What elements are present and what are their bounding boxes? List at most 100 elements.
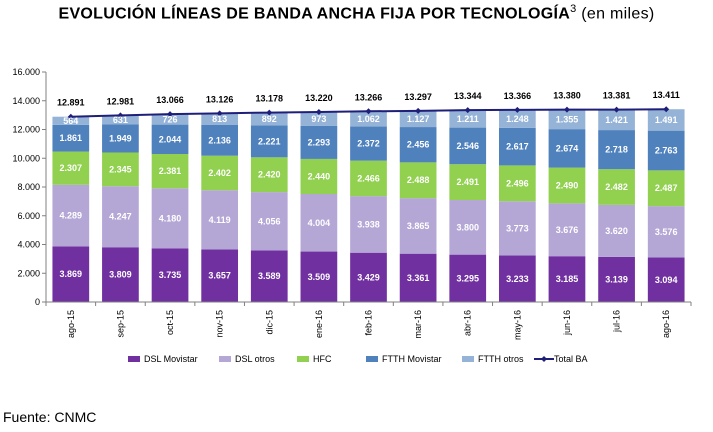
segment-label: 4.289 [60,211,83,221]
segment-label: 3.809 [109,270,132,280]
total-label: 13.297 [404,92,432,102]
bar-segment [102,247,139,302]
total-point [464,107,471,114]
bar-segment [350,111,387,127]
segment-label: 3.735 [159,270,182,280]
total-label: 13.126 [206,94,234,104]
segment-label: 3.576 [655,227,678,237]
segment-label: 2.496 [506,178,529,188]
legend: DSL Movistar DSL otros HFC FTTH Movistar FTT… [128,354,588,364]
segment-label: 3.773 [506,223,529,233]
segment-label: 3.676 [556,225,579,235]
bar-segment [151,114,189,125]
labels-layer: 3.869 4.289 2.307 1.861 564 3.809 4.247 2.345 1.… [57,90,680,285]
segment-label: 2.307 [60,163,83,173]
legend-label: FTTH Movistar [382,354,442,364]
segment-label: 1.949 [109,133,132,143]
legend-label: Total BA [554,354,588,364]
y-tick-label: 4.000 [17,240,40,250]
bar-segment [598,109,635,131]
segment-label: 2.617 [506,142,529,152]
bar-segment [498,201,536,256]
bar-segment [598,256,635,302]
bar-segment [250,125,288,158]
chart-title: EVOLUCIÓN LÍNEAS DE BANDA ANCHA FIJA POR… [0,3,713,23]
bar-segment [102,124,139,153]
total-label: 13.220 [305,93,333,103]
bar-segment [300,194,338,252]
segment-label: 813 [212,114,227,124]
bar-segment [399,127,437,163]
bar-segment [449,200,487,255]
bar-segment [52,124,90,152]
bar-segment [647,109,685,131]
total-point [563,106,570,113]
bar-segment [399,253,437,302]
segment-label: 2.440 [308,171,331,181]
x-tick-label: abr-16 [463,310,473,336]
bar-segment [399,162,437,199]
bar-segment [449,164,487,201]
legend-line-marker [541,356,547,362]
bar-segment [498,165,536,202]
segment-label: 631 [113,115,128,125]
y-tick-label: 0 [35,297,40,307]
x-tick-label: feb-16 [364,310,374,336]
bar-segment [300,125,338,159]
legend-label: DSL otros [235,354,275,364]
total-point [67,113,74,120]
total-point [167,111,174,118]
segment-label: 2.546 [456,141,479,151]
bar-segment [52,151,90,185]
segment-label: 2.674 [556,143,579,153]
bar-segment [548,129,586,168]
bar-segment [52,116,90,125]
total-point [613,106,620,113]
y-tick-label: 6.000 [17,211,40,221]
x-tick-label: jun-16 [562,310,572,336]
segment-label: 2.763 [655,146,678,156]
segment-label: 2.402 [208,168,231,178]
bar-segment [647,170,685,207]
legend-swatch [297,356,309,362]
segment-label: 4.119 [209,215,231,225]
total-label: 13.178 [256,94,284,104]
x-tick-label: sep-15 [115,310,125,338]
bar-segment [548,109,586,130]
segment-label: 3.865 [407,221,430,231]
total-label: 12.891 [57,98,85,108]
bar-segment [250,112,288,126]
y-tick-label: 8.000 [17,182,40,192]
total-point [663,106,670,113]
segment-label: 2.345 [109,164,132,174]
bar-segment [102,152,139,187]
segment-label: 3.509 [308,272,331,282]
segment-label: 2.293 [308,137,331,147]
bar-segment [201,155,239,191]
x-tick-label: ago-16 [661,310,671,338]
bar-segment [598,204,635,257]
total-line-layer [67,106,670,120]
bar-segment [52,246,90,302]
legend-label: HFC [313,354,332,364]
segment-label: 892 [262,114,277,124]
y-tick-label: 14.000 [12,96,40,106]
chart-title-main: EVOLUCIÓN LÍNEAS DE BANDA ANCHA FIJA POR… [58,5,571,23]
legend-swatch [462,356,474,362]
x-tick-label: ago-15 [66,310,76,338]
segment-label: 3.429 [357,272,380,282]
segment-label: 3.361 [407,273,430,283]
bar-segment [201,124,239,156]
total-point [315,108,322,115]
segment-label: 2.456 [407,140,430,150]
segment-label: 1.421 [605,115,628,125]
bar-segment [151,124,189,154]
source-note: Fuente: CNMC [3,409,97,425]
segment-label: 1.248 [506,114,529,124]
total-label: 13.366 [504,91,532,101]
bar-segment [548,203,586,257]
y-tick-label: 16.000 [12,67,40,77]
axes-layer: 0 2.000 4.000 6.000 8.000 10.000 12.000 14.000 1… [12,67,692,340]
stacked-bar-chart: 0 2.000 4.000 6.000 8.000 10.000 12.000 14.000 1… [12,67,692,364]
bar-segment [300,158,338,195]
